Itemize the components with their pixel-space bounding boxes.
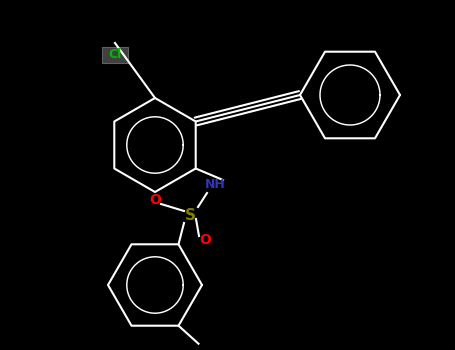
Bar bbox=[102, 47, 128, 63]
Text: O: O bbox=[199, 233, 211, 247]
Text: O: O bbox=[149, 193, 161, 207]
Text: S: S bbox=[184, 208, 196, 223]
Text: Cl: Cl bbox=[108, 49, 121, 62]
Text: NH: NH bbox=[205, 178, 225, 191]
